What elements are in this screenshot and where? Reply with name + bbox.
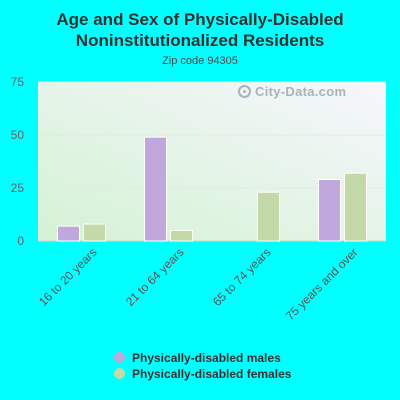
bar-females-1 [170,229,193,242]
y-tick-label-75: 75 [11,75,25,89]
legend-label-females: Physically-disabled females [132,366,292,381]
y-tick-label-50: 50 [11,128,25,142]
bar-females-2 [257,191,280,242]
bar-females-0 [83,223,106,242]
bar-males-1 [144,136,167,242]
legend-label-males: Physically-disabled males [132,350,281,365]
x-tick-label-0: 16 to 20 years [36,245,100,309]
bar-males-0 [57,225,80,242]
watermark: City-Data.com [238,84,346,99]
bar-males-3 [318,179,341,242]
chart-title: Age and Sex of Physically-Disabled Nonin… [56,10,344,50]
legend-swatch-males [114,352,125,363]
x-tick-label-1: 21 to 64 years [123,245,187,309]
legend: Physically-disabled males Physically-dis… [114,350,291,382]
y-tick-label-25: 25 [11,181,25,195]
legend-item-males: Physically-disabled males [114,350,291,365]
x-tick-label-2: 65 to 74 years [210,245,274,309]
bar-females-3 [344,172,367,242]
x-tick-label-3: 75 years and over [283,245,361,323]
legend-swatch-females [114,368,125,379]
legend-item-females: Physically-disabled females [114,366,291,381]
chart-subtitle: Zip code 94305 [162,55,238,67]
magnifier-icon [238,85,251,98]
y-tick-label-0: 0 [17,234,24,248]
watermark-text: City-Data.com [255,84,347,99]
